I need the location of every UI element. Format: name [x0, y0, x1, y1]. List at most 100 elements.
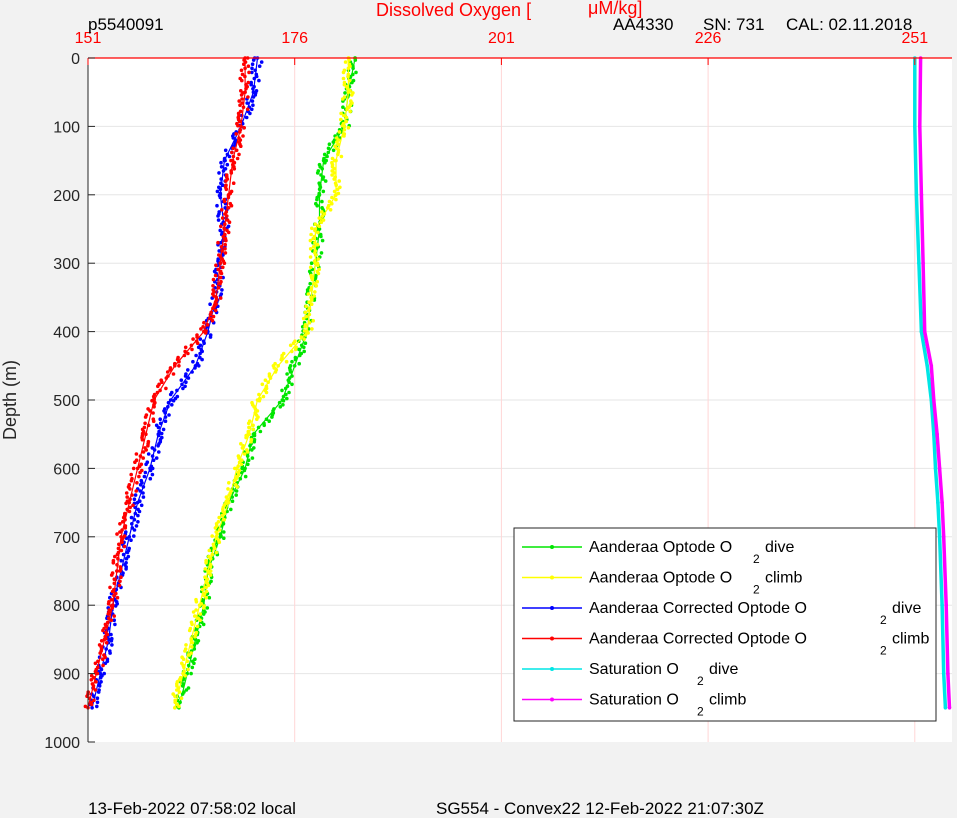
data-point [308, 247, 313, 251]
data-point [190, 370, 194, 374]
data-point [193, 637, 198, 642]
data-point [138, 483, 143, 487]
data-point [173, 694, 177, 698]
data-point [293, 357, 298, 362]
data-point [229, 203, 234, 208]
data-point [171, 372, 176, 376]
legend-suffix: climb [765, 570, 802, 587]
data-point [197, 364, 201, 368]
legend-suffix: climb [709, 692, 746, 709]
data-point [173, 364, 177, 368]
data-point [202, 606, 206, 610]
data-point [223, 242, 227, 247]
data-point [185, 659, 190, 664]
data-point [103, 661, 108, 666]
data-point [307, 300, 311, 305]
legend-marker [550, 606, 554, 610]
data-point [137, 509, 142, 514]
data-point [251, 103, 255, 107]
data-point [215, 532, 219, 536]
data-point [129, 472, 133, 477]
data-point [331, 148, 336, 153]
data-point [113, 604, 118, 608]
data-point [104, 647, 108, 651]
data-point [336, 152, 340, 157]
data-point [201, 612, 206, 616]
grid [88, 58, 952, 742]
data-point [230, 150, 234, 155]
data-point [173, 706, 177, 710]
data-point [220, 216, 225, 220]
data-point [109, 618, 114, 622]
data-point [270, 415, 274, 419]
data-point [243, 66, 247, 71]
data-point [214, 295, 218, 300]
data-point [115, 563, 119, 567]
data-point [186, 351, 190, 356]
data-point [129, 478, 134, 483]
data-point [319, 220, 324, 224]
data-point [221, 265, 225, 270]
data-point [220, 249, 224, 253]
header-id: p5540091 [88, 15, 164, 34]
data-point [320, 167, 325, 171]
data-point [303, 325, 307, 329]
data-point [106, 637, 111, 642]
data-point [224, 179, 228, 183]
data-point [307, 320, 312, 325]
data-point [206, 569, 210, 573]
data-point [106, 620, 110, 625]
data-point [235, 466, 239, 471]
data-point [250, 448, 254, 452]
data-point [298, 353, 302, 358]
y-tick-label: 800 [53, 598, 80, 615]
legend-suffix: dive [709, 661, 738, 678]
data-point [152, 398, 156, 402]
data-point [241, 134, 245, 138]
data-point [214, 550, 219, 555]
data-point [146, 444, 150, 448]
legend-label: Aanderaa Corrected Optode O [589, 600, 807, 617]
data-point [285, 372, 289, 376]
data-point [157, 450, 161, 454]
data-point [316, 230, 320, 235]
data-point [141, 491, 145, 495]
data-point [101, 657, 105, 661]
data-point [208, 573, 213, 577]
data-point [240, 97, 244, 101]
data-point [348, 109, 353, 114]
data-point [946, 671, 950, 676]
data-point [219, 224, 223, 229]
data-point [317, 187, 322, 192]
data-point [315, 197, 319, 202]
data-point [330, 195, 334, 200]
data-point [252, 76, 257, 81]
data-point [234, 493, 238, 497]
data-point [231, 154, 236, 159]
data-point [337, 130, 342, 134]
data-point [109, 639, 114, 643]
data-point [947, 706, 952, 710]
data-point [342, 124, 347, 129]
header-serial: SN: 731 [703, 15, 764, 34]
data-point [307, 312, 312, 317]
legend-item: Aanderaa Optode O 2 climb [522, 570, 802, 597]
data-point [189, 343, 194, 348]
data-point [202, 320, 206, 325]
data-point [247, 425, 251, 430]
data-point [308, 255, 313, 259]
data-point [246, 462, 250, 467]
data-point [250, 456, 255, 460]
data-point [229, 171, 234, 175]
data-point [216, 214, 220, 218]
data-point [239, 462, 244, 467]
data-point [152, 405, 156, 409]
data-point [306, 308, 311, 313]
data-point [230, 158, 235, 163]
data-point [221, 169, 226, 173]
data-point [293, 347, 298, 352]
data-point [244, 115, 249, 120]
data-point [308, 281, 313, 286]
legend-suffix: dive [765, 539, 794, 556]
data-point [87, 696, 92, 700]
